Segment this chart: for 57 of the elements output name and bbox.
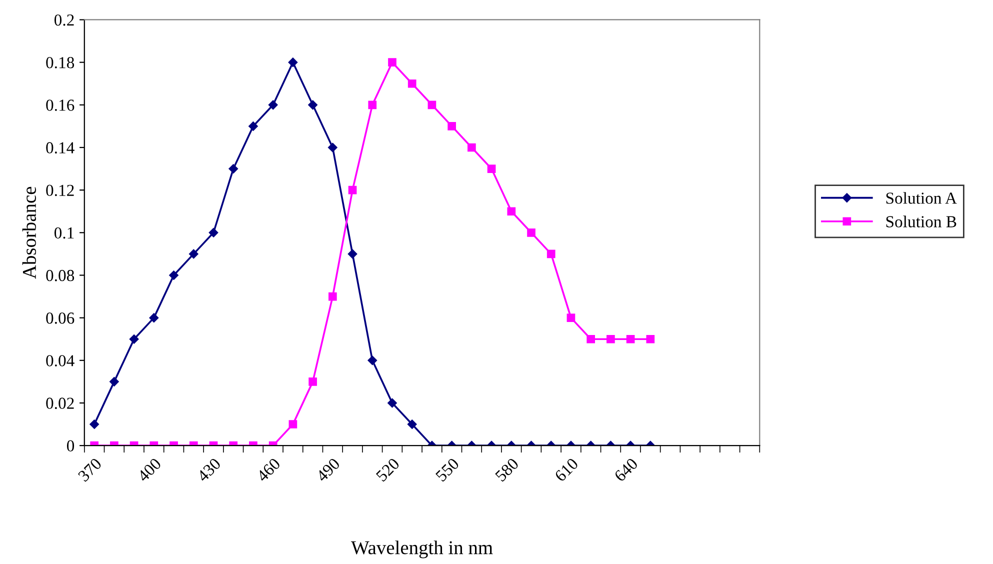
legend-label: Solution B [886, 216, 956, 228]
point [348, 249, 358, 259]
x-tick-label: 580 [494, 457, 520, 482]
y-tick-label: 0.04 [46, 355, 74, 366]
y-tick-label: 0 [66, 440, 74, 452]
point [288, 58, 298, 67]
point [110, 377, 119, 386]
x-tick-label: 460 [256, 457, 281, 482]
point [129, 334, 139, 344]
y-tick-label: 0.12 [46, 184, 74, 196]
x-tick-label: 550 [435, 457, 460, 482]
point [626, 334, 635, 344]
point [468, 143, 476, 152]
y-tick-label: 0.16 [46, 100, 74, 111]
point [189, 249, 198, 259]
point [328, 292, 337, 301]
point [348, 186, 357, 194]
point [368, 100, 377, 110]
point [646, 334, 655, 344]
y-tick-label: 0.08 [46, 270, 74, 282]
x-tick-label: 640 [614, 457, 638, 482]
x-tick-label: 520 [376, 457, 400, 482]
point [169, 270, 178, 280]
y-tick-label: 0.2 [54, 14, 74, 26]
point [308, 100, 318, 110]
point [448, 122, 456, 130]
point [566, 314, 576, 322]
point [507, 207, 516, 216]
y-axis-title: Absorbance [22, 186, 36, 279]
y-tick-label: 0.18 [46, 57, 74, 68]
x-axis-title: Wavelength in nm [351, 540, 493, 558]
y-tick-label: 0.02 [46, 398, 74, 409]
x-tick-label: 610 [554, 457, 579, 482]
point [487, 164, 496, 173]
point [149, 313, 159, 322]
y-tick-label: 0.06 [46, 312, 74, 324]
point [368, 356, 377, 366]
point [428, 100, 436, 110]
point [228, 164, 238, 174]
point [408, 79, 416, 88]
y-tick-label: 0.1 [54, 227, 74, 239]
x-tick-label: 430 [196, 457, 222, 482]
point [248, 122, 258, 131]
point [208, 228, 218, 238]
point [328, 142, 338, 152]
point [527, 228, 536, 237]
point [606, 334, 615, 344]
x-tick-label: 370 [78, 457, 102, 482]
point [308, 378, 317, 386]
x-tick-label: 490 [316, 457, 340, 482]
point [546, 250, 556, 258]
point [586, 334, 595, 344]
legend-label: Solution A [886, 192, 957, 204]
y-tick-label: 0.14 [46, 142, 74, 154]
x-tick-label: 400 [136, 457, 162, 482]
point [268, 100, 278, 110]
point [388, 58, 396, 66]
